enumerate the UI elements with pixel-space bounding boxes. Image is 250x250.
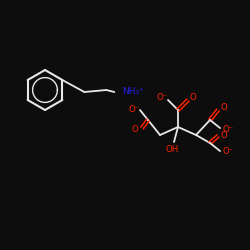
Text: NH₃⁺: NH₃⁺ (122, 88, 144, 96)
Text: O: O (132, 124, 138, 134)
Text: O: O (190, 94, 196, 102)
Text: O⁻: O⁻ (222, 124, 234, 134)
Text: O⁻: O⁻ (128, 104, 140, 114)
Text: O: O (221, 130, 228, 140)
Text: OH: OH (166, 144, 178, 154)
Text: O: O (221, 104, 228, 112)
Text: O⁻: O⁻ (222, 148, 234, 156)
Text: O⁻: O⁻ (156, 94, 168, 102)
